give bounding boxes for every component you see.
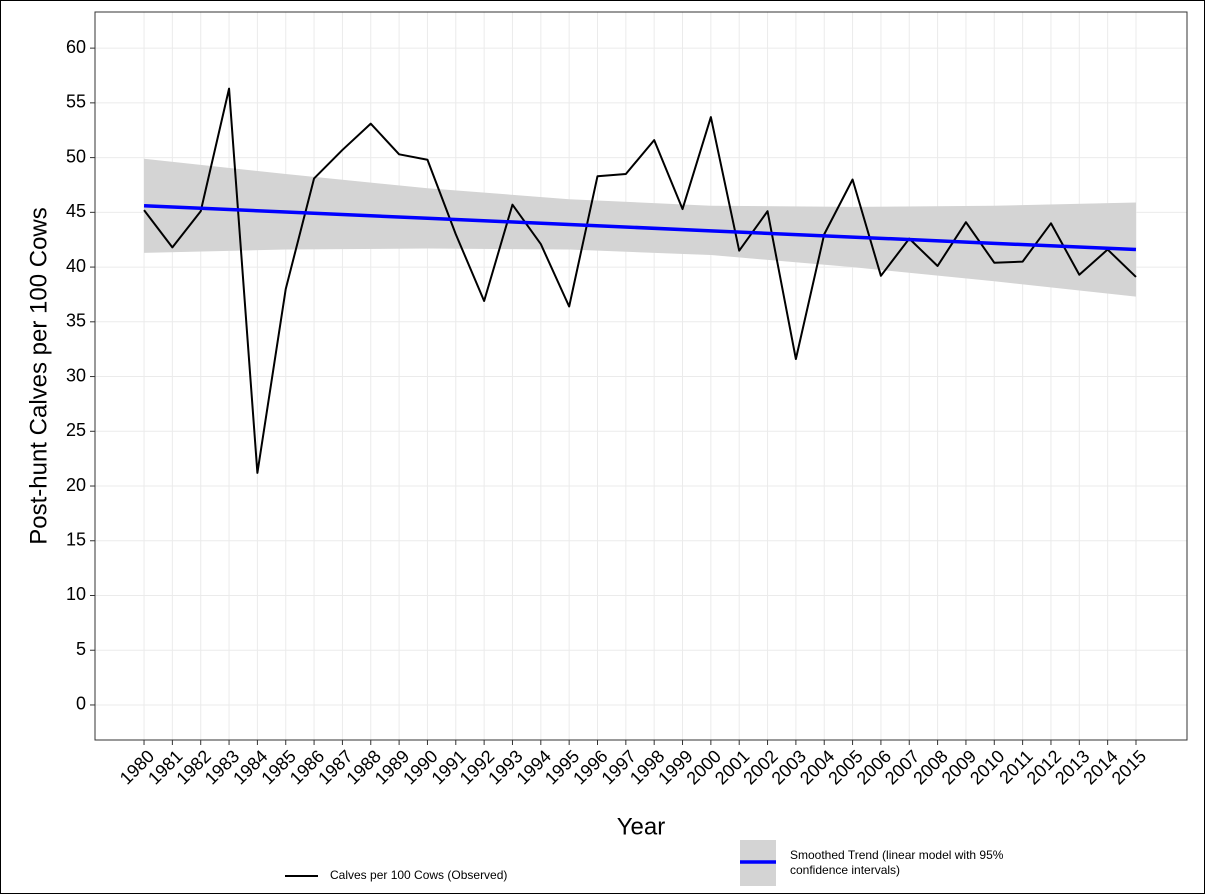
y-tick-label: 0 [76, 694, 86, 714]
y-tick-label: 40 [66, 256, 86, 276]
legend-label: Calves per 100 Cows (Observed) [330, 868, 508, 882]
y-tick-label: 30 [66, 365, 86, 385]
trend-line [143, 204, 1137, 252]
plot [143, 87, 1137, 474]
legend [285, 840, 776, 886]
y-tick-label: 5 [76, 639, 86, 659]
legend-label: Smoothed Trend (linear model with 95% co… [790, 848, 1004, 877]
data-line [143, 87, 1137, 474]
y-tick-label: 35 [66, 311, 86, 331]
panel-border [94, 11, 1188, 741]
y-tick-label: 55 [66, 92, 86, 112]
y-tick-label: 10 [66, 584, 86, 604]
y-tick-label: 20 [66, 475, 86, 495]
y-tick-label: 25 [66, 420, 86, 440]
y-tick-label: 60 [66, 37, 86, 57]
y-tick-label: 15 [66, 530, 86, 550]
x-axis-title: Year [617, 813, 666, 840]
y-tick-label: 45 [66, 201, 86, 221]
y-tick-label: 50 [66, 146, 86, 166]
y-axis-title: Post-hunt Calves per 100 Cows [25, 207, 52, 545]
